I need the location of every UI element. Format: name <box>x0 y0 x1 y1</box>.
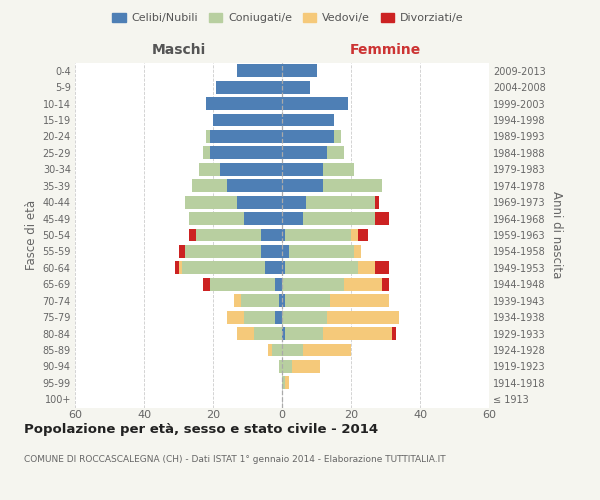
Bar <box>278 294 282 307</box>
Bar <box>179 262 182 274</box>
Bar <box>303 212 375 225</box>
Bar <box>175 262 179 274</box>
Bar <box>262 228 282 241</box>
Bar <box>189 212 244 225</box>
Bar <box>282 360 292 373</box>
Bar <box>323 163 355 175</box>
Text: COMUNE DI ROCCASCALEGNA (CH) - Dati ISTAT 1° gennaio 2014 - Elaborazione TUTTITA: COMUNE DI ROCCASCALEGNA (CH) - Dati ISTA… <box>24 455 446 464</box>
Bar <box>275 278 282 290</box>
Bar <box>327 146 344 160</box>
Bar <box>382 278 389 290</box>
Bar <box>282 163 323 175</box>
Bar <box>278 360 282 373</box>
Bar <box>234 294 241 307</box>
Bar <box>203 278 209 290</box>
Bar <box>282 344 303 356</box>
Bar <box>182 262 265 274</box>
Bar <box>206 97 282 110</box>
Bar <box>244 212 282 225</box>
Bar <box>334 130 341 143</box>
Bar <box>254 327 282 340</box>
Bar <box>185 196 237 208</box>
Bar <box>282 114 334 126</box>
Bar <box>282 97 347 110</box>
Bar <box>227 310 244 324</box>
Bar <box>282 146 327 160</box>
Bar <box>217 80 282 94</box>
Y-axis label: Anni di nascita: Anni di nascita <box>550 192 563 278</box>
Bar <box>213 114 282 126</box>
Bar <box>282 64 317 77</box>
Y-axis label: Fasce di età: Fasce di età <box>25 200 38 270</box>
Bar <box>265 262 282 274</box>
Bar <box>375 196 379 208</box>
Text: Maschi: Maschi <box>151 44 206 58</box>
Bar <box>375 212 389 225</box>
Bar <box>282 294 286 307</box>
Bar <box>303 344 351 356</box>
Bar <box>282 228 286 241</box>
Bar <box>282 180 323 192</box>
Bar <box>189 228 196 241</box>
Bar <box>327 310 400 324</box>
Bar <box>272 344 282 356</box>
Bar <box>275 310 282 324</box>
Bar <box>344 278 382 290</box>
Bar <box>323 180 382 192</box>
Bar <box>282 376 286 390</box>
Bar <box>241 294 278 307</box>
Bar <box>227 180 282 192</box>
Bar <box>237 196 282 208</box>
Bar <box>282 212 303 225</box>
Bar <box>358 228 368 241</box>
Bar <box>289 245 355 258</box>
Bar <box>268 344 272 356</box>
Bar <box>209 278 275 290</box>
Bar <box>286 327 323 340</box>
Bar <box>375 262 389 274</box>
Bar <box>209 130 282 143</box>
Bar <box>286 294 330 307</box>
Text: Femmine: Femmine <box>350 44 421 58</box>
Bar <box>282 245 289 258</box>
Bar <box>286 228 351 241</box>
Bar <box>358 262 375 274</box>
Bar <box>179 245 185 258</box>
Text: Popolazione per età, sesso e stato civile - 2014: Popolazione per età, sesso e stato civil… <box>24 422 378 436</box>
Bar <box>262 245 282 258</box>
Bar <box>282 310 327 324</box>
Bar <box>355 245 361 258</box>
Legend: Celibi/Nubili, Coniugati/e, Vedovi/e, Divorziati/e: Celibi/Nubili, Coniugati/e, Vedovi/e, Di… <box>108 8 468 28</box>
Bar <box>237 327 254 340</box>
Bar <box>220 163 282 175</box>
Bar <box>196 228 262 241</box>
Bar <box>331 294 389 307</box>
Bar <box>351 228 358 241</box>
Bar <box>282 262 286 274</box>
Bar <box>282 278 344 290</box>
Bar <box>206 130 209 143</box>
Bar <box>282 80 310 94</box>
Bar <box>244 310 275 324</box>
Bar <box>237 64 282 77</box>
Bar <box>185 245 262 258</box>
Bar <box>282 327 286 340</box>
Bar <box>286 376 289 390</box>
Bar <box>282 196 306 208</box>
Bar <box>323 327 392 340</box>
Bar <box>193 180 227 192</box>
Bar <box>392 327 396 340</box>
Bar <box>292 360 320 373</box>
Bar <box>282 130 334 143</box>
Bar <box>286 262 358 274</box>
Bar <box>209 146 282 160</box>
Bar <box>306 196 375 208</box>
Bar <box>199 163 220 175</box>
Bar <box>203 146 209 160</box>
